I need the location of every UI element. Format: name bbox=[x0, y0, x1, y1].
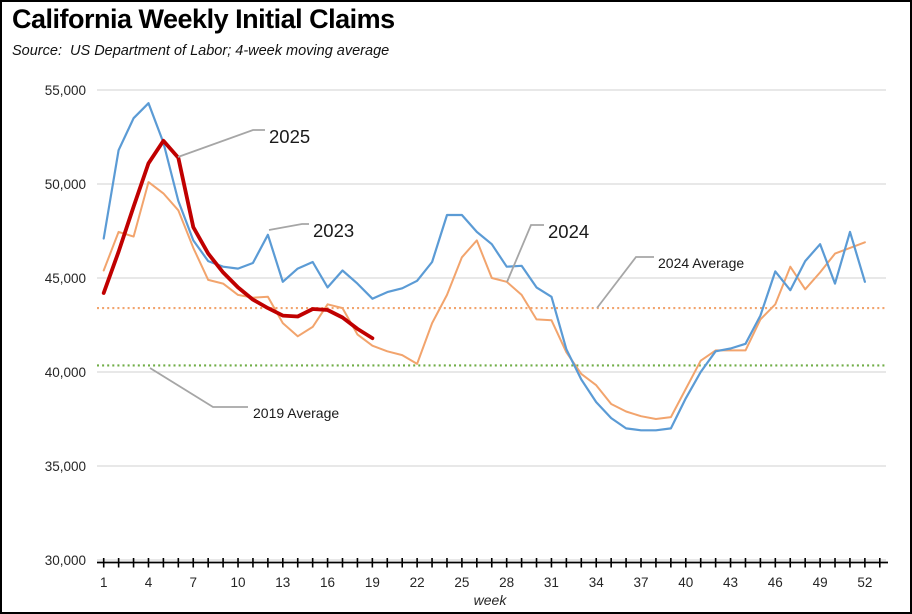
annotation-leader-2024-average bbox=[596, 256, 654, 309]
x-axis-tick-label: 7 bbox=[189, 575, 197, 590]
x-axis-title: week bbox=[474, 592, 508, 608]
y-axis-tick-label: 50,000 bbox=[45, 177, 86, 192]
annotation-leader-2025 bbox=[177, 129, 265, 158]
x-axis-tick-label: 28 bbox=[499, 575, 514, 590]
annotation-label-2019-average: 2019 Average bbox=[253, 405, 339, 421]
x-axis-tick-label: 46 bbox=[768, 575, 783, 590]
x-axis-tick-label: 19 bbox=[365, 575, 380, 590]
x-axis-tick-label: 10 bbox=[231, 575, 246, 590]
x-axis-tick-label: 31 bbox=[544, 575, 559, 590]
series-2023-line bbox=[102, 102, 867, 432]
y-axis-tick-label: 45,000 bbox=[45, 271, 86, 286]
y-axis-tick-label: 40,000 bbox=[45, 365, 86, 380]
x-axis-tick-label: 52 bbox=[857, 575, 872, 590]
x-axis-tick-label: 13 bbox=[275, 575, 290, 590]
x-axis-tick-label: 16 bbox=[320, 575, 335, 590]
x-axis-tick-label: 43 bbox=[723, 575, 738, 590]
x-axis-tick-label: 22 bbox=[410, 575, 425, 590]
x-axis-tick-label: 40 bbox=[678, 575, 693, 590]
x-axis-tick-label: 37 bbox=[633, 575, 648, 590]
x-axis-tick-label: 34 bbox=[589, 575, 605, 590]
series-2024-line bbox=[102, 181, 866, 420]
annotation-label-2024: 2024 bbox=[548, 221, 589, 242]
x-axis-tick-label: 25 bbox=[454, 575, 469, 590]
chart-title: California Weekly Initial Claims bbox=[12, 4, 395, 34]
x-axis-tick-label: 49 bbox=[813, 575, 828, 590]
y-axis-tick-label: 35,000 bbox=[45, 459, 86, 474]
annotation-label-2025: 2025 bbox=[269, 126, 310, 147]
x-axis-tick-label: 1 bbox=[100, 575, 108, 590]
annotation-label-2023: 2023 bbox=[313, 220, 354, 241]
y-axis-tick-label: 55,000 bbox=[45, 83, 86, 98]
annotation-leader-2023 bbox=[268, 223, 309, 231]
chart-source-note: Source: US Department of Labor; 4-week m… bbox=[12, 43, 390, 59]
annotation-leader-2024 bbox=[506, 224, 544, 283]
x-axis-tick-label: 4 bbox=[145, 575, 153, 590]
annotation-label-2024-average: 2024 Average bbox=[658, 255, 744, 271]
y-axis-tick-label: 30,000 bbox=[45, 553, 86, 568]
series-2025-line bbox=[101, 138, 375, 341]
annotation-leader-2019-average bbox=[149, 367, 248, 408]
